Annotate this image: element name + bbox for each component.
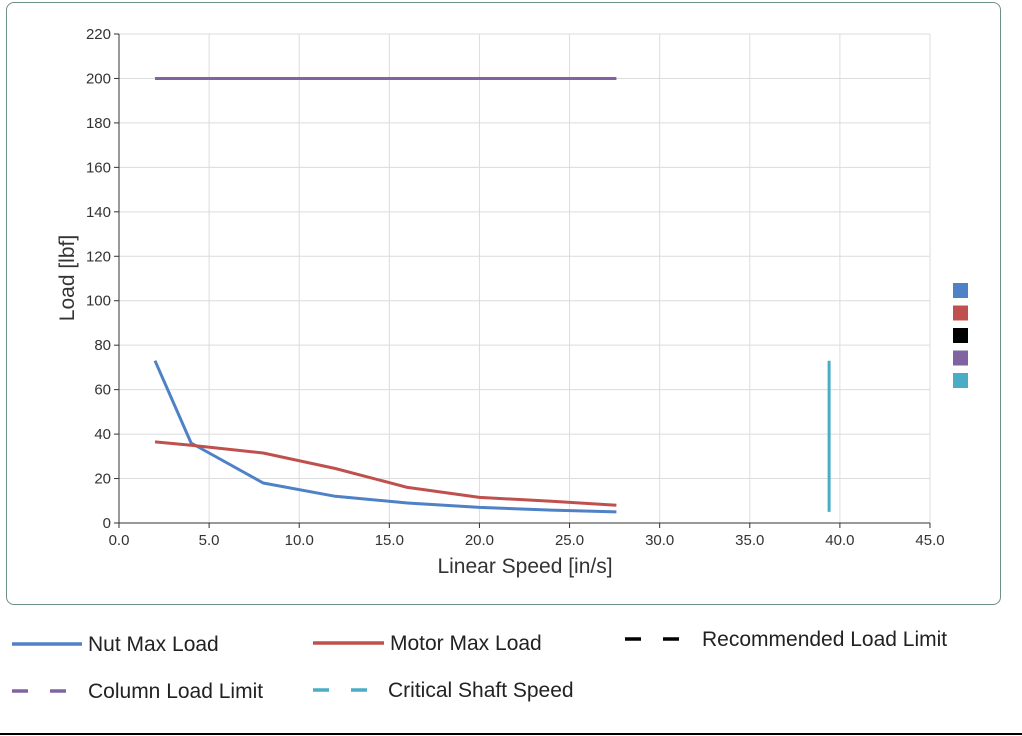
y-tick-label: 120 bbox=[86, 248, 111, 265]
swatch-nut-max-load[interactable] bbox=[953, 283, 968, 298]
legend-item-recommended-load-limit[interactable]: Recommended Load Limit bbox=[625, 628, 947, 651]
legend-item-column-load-limit[interactable]: Column Load Limit bbox=[12, 680, 263, 703]
x-tick-label: 0.0 bbox=[109, 532, 130, 549]
chart-frame bbox=[6, 2, 1001, 605]
x-tick-label: 5.0 bbox=[199, 532, 220, 549]
legend-label: Critical Shaft Speed bbox=[388, 679, 574, 702]
x-tick-label: 35.0 bbox=[735, 532, 764, 549]
x-tick-label: 25.0 bbox=[555, 532, 584, 549]
x-tick-label: 15.0 bbox=[375, 532, 404, 549]
x-tick-label: 30.0 bbox=[645, 532, 674, 549]
legend-item-critical-shaft-speed[interactable]: Critical Shaft Speed bbox=[313, 679, 574, 702]
y-tick-label: 60 bbox=[94, 382, 111, 399]
series-line-nut-max-load bbox=[153, 360, 617, 514]
bottom-divider bbox=[0, 733, 1022, 735]
y-axis-title: Load [lbf] bbox=[56, 235, 79, 321]
y-tick-label: 220 bbox=[86, 26, 111, 43]
y-tick-label: 180 bbox=[86, 115, 111, 132]
legend-item-motor-max-load[interactable]: Motor Max Load bbox=[313, 632, 542, 655]
legend-label: Recommended Load Limit bbox=[702, 628, 947, 651]
x-axis-title: Linear Speed [in/s] bbox=[437, 555, 612, 578]
axes bbox=[118, 34, 930, 524]
x-tick-label: 45.0 bbox=[915, 532, 944, 549]
y-tick-labels: 0 20 40 60 80 100 120 140 160 180 200 220 bbox=[86, 26, 119, 532]
x-tick-label: 10.0 bbox=[285, 532, 314, 549]
y-tick-label: 20 bbox=[94, 471, 111, 488]
x-tick-label: 20.0 bbox=[465, 532, 494, 549]
y-tick-label: 140 bbox=[86, 204, 111, 221]
swatch-recommended-load-limit[interactable] bbox=[953, 328, 968, 343]
y-tick-label: 160 bbox=[86, 159, 111, 176]
y-tick-label: 40 bbox=[94, 426, 111, 443]
y-tick-label: 80 bbox=[94, 337, 111, 354]
y-tick-label: 100 bbox=[86, 293, 111, 310]
legend-label: Column Load Limit bbox=[88, 680, 263, 703]
series-layer bbox=[153, 77, 831, 514]
legend-label: Nut Max Load bbox=[88, 633, 219, 656]
legend-item-nut-max-load[interactable]: Nut Max Load bbox=[12, 633, 219, 656]
swatch-motor-max-load[interactable] bbox=[953, 305, 968, 321]
x-tick-labels: 0.0 5.0 10.0 15.0 20.0 25.0 30.0 35.0 40.0 45.0 bbox=[109, 523, 945, 549]
series-swatches bbox=[953, 283, 968, 388]
y-tick-label: 0 bbox=[103, 515, 111, 532]
x-tick-label: 40.0 bbox=[825, 532, 854, 549]
y-tick-label: 200 bbox=[86, 70, 111, 87]
legend: Nut Max Load Motor Max Load Recommended Lo… bbox=[12, 628, 947, 703]
legend-label: Motor Max Load bbox=[390, 632, 542, 655]
swatch-column-load-limit[interactable] bbox=[953, 350, 968, 366]
series-line-motor-max-load bbox=[154, 440, 617, 507]
swatch-critical-shaft-speed[interactable] bbox=[953, 373, 968, 388]
